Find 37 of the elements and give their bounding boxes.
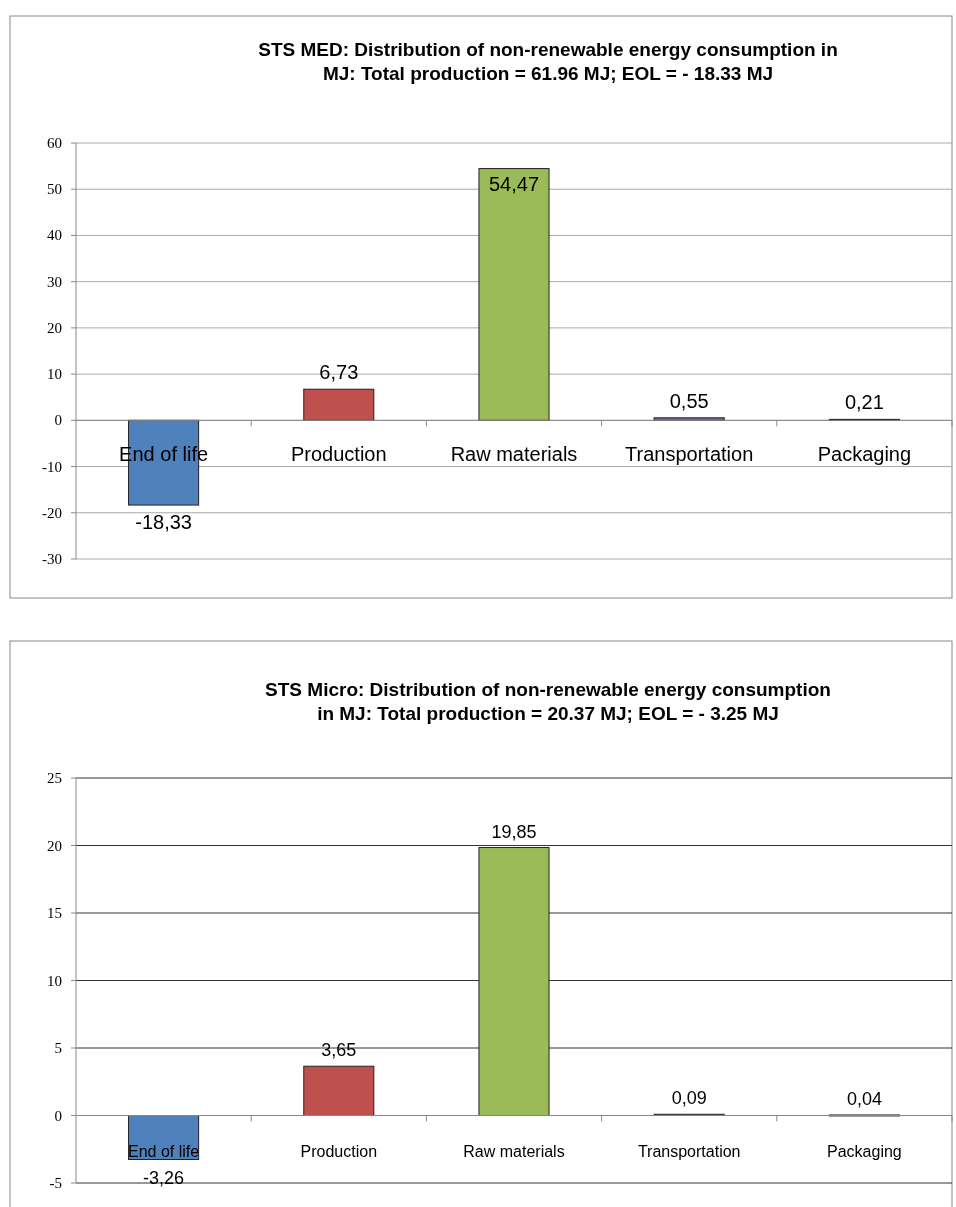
x-tick-label: Production [300,1142,378,1160]
x-tick-label: Transportation [625,443,754,466]
data-label: 0,55 [669,389,709,412]
x-tick-label: Raw materials [450,443,578,466]
y-tick-label: 40 [47,227,62,244]
y-tick-label: -5 [49,1175,62,1191]
data-label: 6,73 [319,361,359,384]
y-tick-label: 50 [47,181,62,198]
data-label: 0,21 [844,391,884,414]
data-label: 54,47 [488,172,540,195]
y-tick-label: 10 [47,366,62,383]
data-label: 0,09 [671,1088,707,1109]
y-tick-label: 30 [47,273,62,290]
x-tick-label: Raw materials [463,1142,565,1160]
y-tick-label: 0 [54,1107,62,1124]
chart-title: STS MED: Distribution of non-renewable energy consumption in MJ: Total production = 61.96 MJ; EOL = - 18.33 MJ [258,39,838,84]
data-label: 3,65 [321,1040,357,1061]
y-tick-label: 5 [54,1040,62,1056]
y-tick-label: 25 [47,770,62,786]
x-tick-label: Production [290,443,387,466]
y-tick-label: -10 [42,458,62,475]
data-label: 0,04 [846,1088,882,1109]
y-tick-label: -30 [42,551,62,567]
y-tick-label: 0 [54,412,62,429]
x-tick-label: Transportation [637,1142,741,1160]
data-label: -3,26 [143,1167,185,1188]
x-tick-label: Packaging [817,443,912,466]
y-tick-label: 60 [47,135,62,151]
chart-title: STS Micro: Distribution of non-renewable energy consumption in MJ: Total production = 20.37 MJ; EOL = - 3.25 MJ [265,679,831,724]
y-tick-label: 20 [47,837,62,854]
y-tick-label: 15 [47,905,62,921]
data-label: 19,85 [491,821,537,842]
y-tick-label: -20 [42,504,62,521]
y-tick-label: 10 [47,972,62,989]
data-label: -18,33 [135,511,192,534]
y-tick-label: 20 [47,319,62,336]
x-tick-label: Packaging [827,1142,902,1160]
